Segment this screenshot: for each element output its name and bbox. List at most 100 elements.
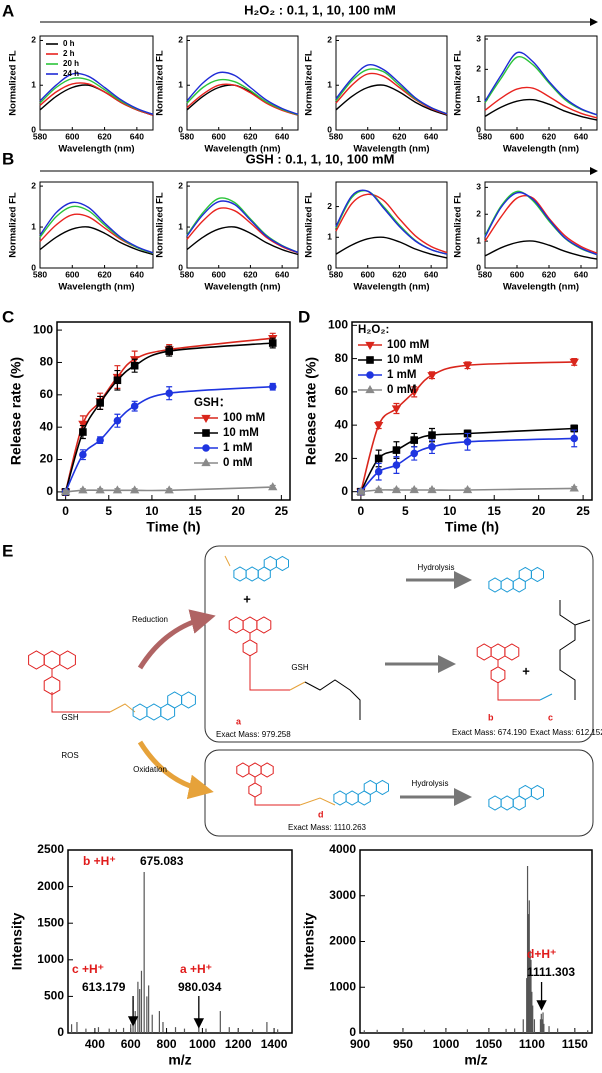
- marker: [570, 434, 579, 443]
- marker: [112, 485, 123, 494]
- series-line: [484, 51, 598, 116]
- series-line: [484, 195, 598, 254]
- y-tick-label: 20: [40, 452, 54, 466]
- ring: [146, 703, 162, 721]
- y-axis-label: Intensity: [301, 913, 317, 971]
- x-axis-label: Wavelength (nm): [58, 144, 134, 155]
- marker: [78, 485, 88, 494]
- marker: [427, 485, 437, 494]
- y-tick-label: 3000: [329, 888, 356, 902]
- x-tick-label: 600: [361, 269, 375, 279]
- x-tick-label: 600: [212, 131, 226, 141]
- ring: [490, 643, 506, 661]
- y-axis-label: Normalized FL: [304, 50, 315, 116]
- panel-label: B: [2, 149, 14, 168]
- marker: [202, 429, 210, 437]
- chain: [289, 681, 306, 691]
- compound-label: c: [548, 712, 553, 722]
- annotation-label: d+H⁺: [527, 947, 556, 961]
- chain: [299, 797, 336, 806]
- ring: [233, 566, 247, 582]
- legend-label: 1 mM: [387, 369, 416, 381]
- compound-label: d: [318, 809, 324, 819]
- marker: [165, 389, 173, 398]
- trigger-label: ROS: [61, 751, 78, 760]
- x-axis-label: Wavelength (nm): [503, 282, 579, 293]
- annotation-value: 1111.303: [527, 965, 575, 979]
- legend-label: 20 h: [63, 59, 79, 68]
- y-tick-label: 1: [327, 79, 332, 89]
- annotation-value: 675.083: [140, 854, 184, 868]
- header: GSH : 0.1, 1, 10, 100 mM: [246, 151, 395, 166]
- x-tick-label: 600: [212, 269, 226, 279]
- x-tick-label: 620: [243, 131, 257, 141]
- series-line: [484, 191, 598, 256]
- series-line: [39, 205, 154, 254]
- marker: [366, 371, 374, 379]
- y-tick-label: 2000: [329, 934, 356, 948]
- ring: [476, 643, 492, 661]
- x-tick-label: 1000: [189, 1037, 216, 1051]
- y-tick-label: 1: [476, 235, 481, 245]
- marker: [410, 436, 419, 444]
- chain: [304, 679, 361, 720]
- plot-frame: [484, 35, 598, 131]
- ring: [488, 795, 502, 811]
- x-tick-label: 1400: [261, 1037, 288, 1051]
- ring: [242, 639, 258, 657]
- x-tick-label: 580: [478, 269, 492, 279]
- marker: [268, 382, 277, 391]
- x-tick-label: 620: [392, 269, 406, 279]
- marker: [374, 485, 384, 494]
- x-tick-label: 1000: [433, 1037, 460, 1051]
- x-axis-label: Wavelength (nm): [58, 282, 134, 293]
- panel-label: E: [2, 541, 13, 560]
- annotation-value: 613.179: [82, 980, 126, 994]
- y-tick-label: 2500: [37, 842, 64, 856]
- marker: [78, 420, 88, 429]
- series-line: [335, 84, 448, 116]
- plot-frame: [484, 181, 598, 269]
- trigger-label: GSH: [61, 713, 79, 722]
- y-tick-label: 100: [328, 317, 348, 331]
- ring: [333, 790, 347, 806]
- x-tick-label: 640: [130, 269, 144, 279]
- series-line: [484, 240, 598, 260]
- marker: [391, 485, 402, 494]
- x-tick-label: 0: [62, 504, 69, 518]
- panel-label: A: [2, 1, 14, 20]
- exact-mass: Exact Mass: 1110.263: [288, 823, 367, 832]
- y-tick-label: 1000: [37, 952, 64, 966]
- y-tick-label: 1: [31, 79, 36, 89]
- y-axis-label: Normalized FL: [155, 192, 166, 258]
- chain: [224, 555, 231, 567]
- x-tick-label: 600: [65, 131, 79, 141]
- hydrolysis-label: Hydrolysis: [418, 563, 455, 572]
- reduction-arrow: [137, 609, 216, 670]
- x-tick-label: 15: [188, 504, 202, 518]
- series-line: [360, 361, 575, 492]
- x-tick-label: 580: [329, 131, 343, 141]
- y-tick-label: 0: [31, 124, 36, 134]
- hydrolysis-label: Hydrolysis: [412, 779, 449, 788]
- y-tick-label: 0: [476, 124, 481, 134]
- chain: [249, 655, 290, 691]
- x-tick-label: 400: [85, 1037, 105, 1051]
- marker: [113, 416, 122, 425]
- y-tick-label: 0: [57, 1025, 64, 1039]
- ring: [43, 650, 61, 670]
- compound-label: b: [488, 712, 494, 722]
- series-line: [335, 72, 448, 115]
- ring: [363, 779, 377, 796]
- marker: [392, 461, 401, 469]
- x-tick-label: 25: [576, 504, 590, 518]
- x-tick-label: 600: [361, 131, 375, 141]
- series-line: [186, 197, 299, 254]
- x-tick-label: 1100: [519, 1037, 545, 1051]
- legend-label: 0 h: [63, 39, 75, 48]
- y-tick-label: 80: [40, 355, 54, 369]
- ring: [518, 784, 532, 801]
- annotation-label: c +H⁺: [72, 962, 104, 976]
- plot-frame: [67, 849, 293, 1034]
